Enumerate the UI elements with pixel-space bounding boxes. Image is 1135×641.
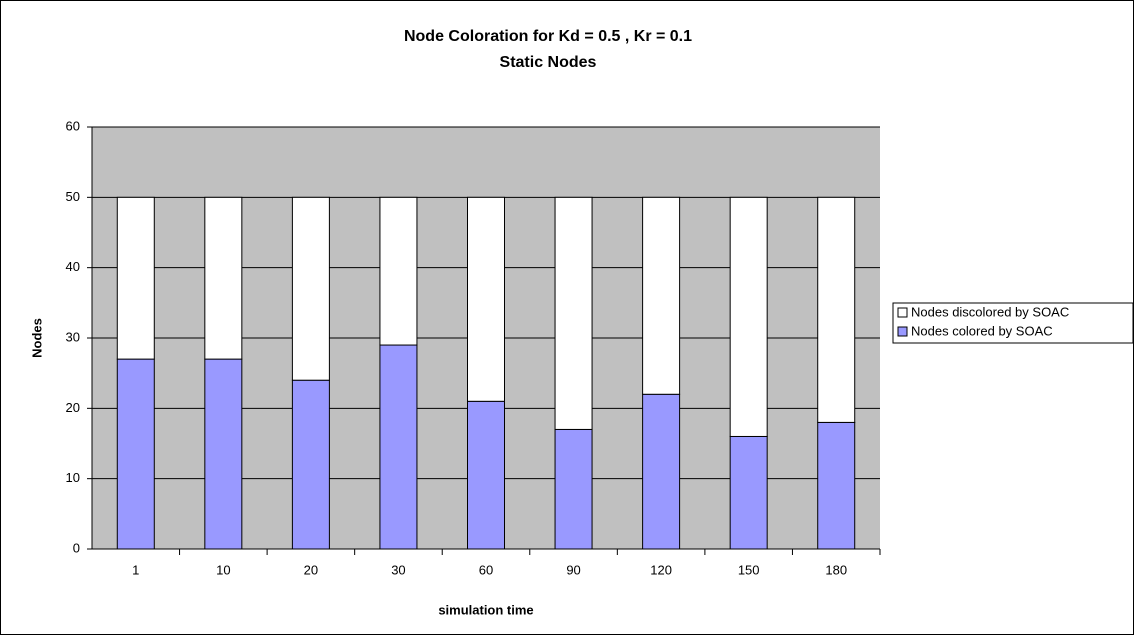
x-tick-label: 150: [738, 562, 760, 577]
legend-swatch: [897, 307, 908, 318]
x-tick-label: 60: [479, 562, 493, 577]
y-tick-label: 10: [66, 470, 80, 485]
bar-segment: [817, 196, 856, 423]
bar-segment: [116, 358, 155, 550]
y-tick-label: 20: [66, 400, 80, 415]
bar-segment: [116, 196, 155, 360]
bar-segment: [467, 196, 505, 402]
bar-segment: [642, 393, 681, 550]
bar-segment: [729, 435, 768, 550]
bar-segment: [204, 358, 243, 550]
bar-segment: [554, 196, 593, 430]
x-tick-label: 30: [391, 562, 405, 577]
legend-label: Nodes colored by SOAC: [911, 323, 1053, 338]
bar-segment: [729, 196, 768, 437]
legend-swatch: [897, 326, 908, 337]
x-axis-label: simulation time: [438, 602, 533, 617]
bar-segment: [642, 196, 681, 395]
x-tick-label: 90: [566, 562, 580, 577]
bar-segment: [379, 344, 418, 550]
y-tick-label: 30: [66, 329, 80, 344]
legend-box: [892, 302, 1134, 344]
x-tick-label: 1: [132, 562, 139, 577]
bar-segment: [291, 379, 330, 550]
y-tick-label: 0: [73, 540, 80, 555]
bar-segment: [291, 196, 330, 381]
x-tick-label: 10: [216, 562, 230, 577]
y-tick-label: 60: [66, 118, 80, 133]
x-tick-label: 180: [825, 562, 847, 577]
chart-title: Node Coloration for Kd = 0.5 , Kr = 0.1: [404, 28, 692, 45]
y-axis-label: Nodes: [29, 318, 44, 358]
bar-segment: [467, 400, 505, 550]
bar-segment: [554, 428, 593, 550]
legend-label: Nodes discolored by SOAC: [911, 304, 1069, 319]
y-tick-label: 50: [66, 189, 80, 204]
y-tick-label: 40: [66, 259, 80, 274]
chart-subtitle: Static Nodes: [500, 54, 597, 71]
x-tick-label: 120: [650, 562, 672, 577]
bar-segment: [379, 196, 418, 346]
x-tick-label: 20: [304, 562, 318, 577]
bar-segment: [204, 196, 243, 360]
bar-segment: [817, 421, 856, 550]
